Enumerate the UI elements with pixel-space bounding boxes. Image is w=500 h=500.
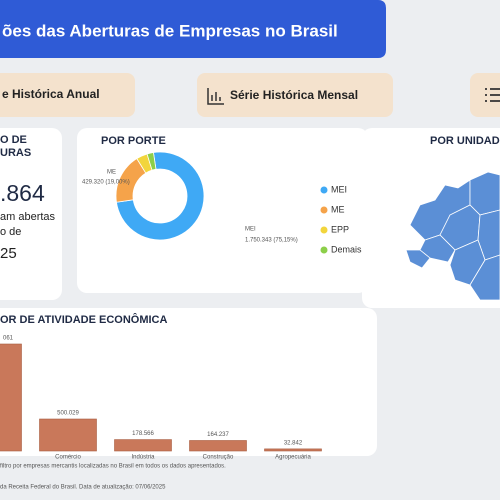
x-tick-label: Comércio	[55, 455, 81, 461]
legend-label: ME	[331, 204, 345, 214]
kpi-caption: o de	[0, 226, 21, 238]
list-icon	[485, 88, 500, 102]
legend-label: Demais	[331, 244, 362, 254]
nav-button[interactable]	[197, 73, 393, 117]
brazil-map	[405, 171, 500, 301]
x-tick-label: Construção	[203, 455, 234, 461]
data-label: 429.320 (19,00%)	[82, 180, 130, 186]
chart-title: OR DE ATIVIDADE ECONÔMICA	[0, 313, 168, 326]
x-tick-label: Agropecuária	[275, 455, 311, 461]
bar	[264, 448, 322, 452]
chart-title: POR PORTE	[101, 135, 166, 147]
bar	[189, 440, 247, 452]
legend-swatch	[320, 246, 328, 254]
data-label: 178.566	[132, 431, 154, 437]
kpi-value: .864	[0, 180, 45, 206]
nav-label: e Histórica Anual	[2, 87, 100, 101]
nav-label: Série Histórica Mensal	[230, 88, 358, 102]
kpi-title: O DE	[0, 134, 27, 146]
legend-swatch	[320, 206, 328, 214]
bar	[39, 418, 97, 452]
kpi-title: URAS	[0, 147, 31, 159]
pie-slice	[146, 152, 157, 171]
kpi-year: 25	[0, 245, 17, 262]
data-label: 1.750.343 (75,15%)	[245, 238, 298, 244]
footer-note: filtro por empresas mercantis localizada…	[0, 464, 226, 470]
footer-note: da Receita Federal do Brasil. Data de at…	[0, 485, 166, 491]
data-label: 164.237	[207, 432, 229, 438]
legend-swatch	[320, 226, 328, 234]
data-label: 061	[3, 336, 14, 342]
kpi-card	[0, 128, 62, 300]
pie-slice	[115, 151, 205, 241]
legend-swatch	[320, 186, 328, 194]
chart-icon	[207, 88, 224, 105]
banner	[0, 0, 386, 58]
bar	[0, 343, 22, 452]
slice-name: ME	[107, 170, 116, 176]
data-label: 32.842	[284, 440, 303, 446]
legend-label: MEI	[331, 184, 347, 194]
x-tick-label: Indústria	[131, 455, 155, 461]
kpi-caption: am abertas	[0, 211, 56, 223]
data-label: 500.029	[57, 411, 79, 417]
page-title: ões das Aberturas de Empresas no Brasil	[2, 21, 338, 40]
map-title: POR UNIDAD	[430, 135, 500, 147]
legend-label: EPP	[331, 224, 349, 234]
bar	[114, 439, 172, 452]
nav-button[interactable]	[0, 73, 135, 117]
slice-name: MEI	[245, 227, 256, 233]
